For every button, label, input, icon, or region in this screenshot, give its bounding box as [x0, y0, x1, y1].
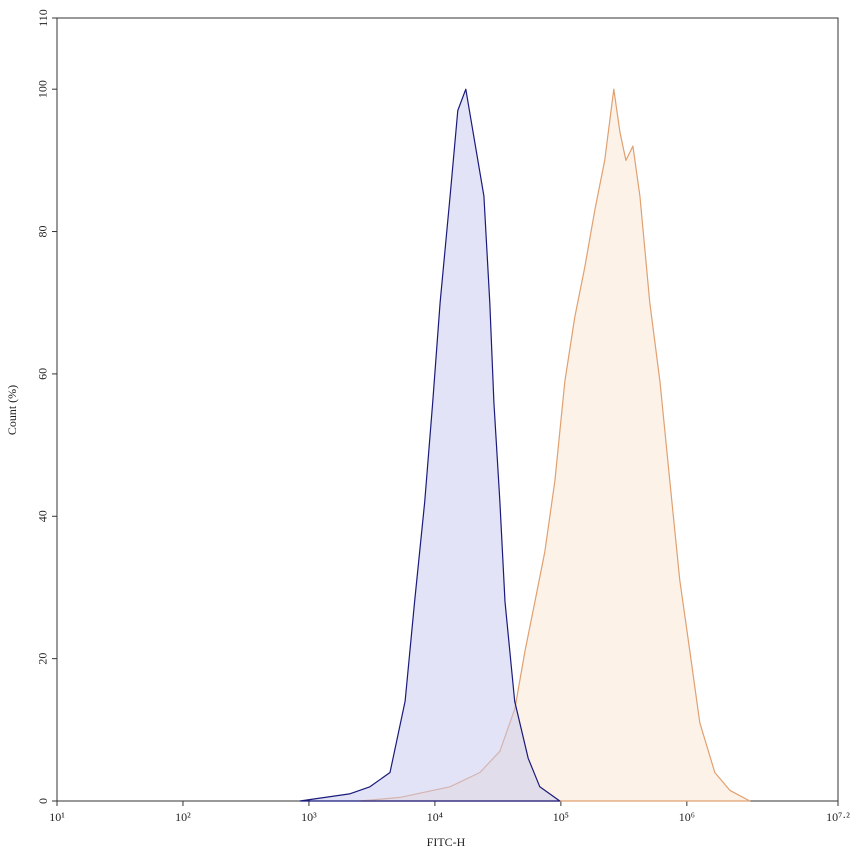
y-tick-label: 100	[36, 80, 50, 98]
y-tick-label: 80	[36, 226, 50, 238]
x-tick-label: 10³	[301, 810, 317, 824]
x-tick-label: 10⁷·²	[826, 810, 850, 824]
x-tick-label: 10⁴	[427, 810, 443, 824]
y-tick-label: 40	[36, 510, 50, 522]
histogram-curve	[299, 88, 561, 802]
x-tick-label: 10⁶	[679, 810, 695, 824]
x-axis-label: FITC-H	[427, 835, 466, 849]
y-tick-label: 110	[36, 9, 50, 27]
x-tick-label: 10⁵	[553, 810, 569, 824]
y-tick-label: 60	[36, 368, 50, 380]
x-tick-label: 10²	[175, 810, 191, 824]
x-tick-label: 10¹	[49, 810, 65, 824]
y-tick-label: 0	[36, 798, 50, 804]
y-axis-label: Count (%)	[5, 385, 19, 435]
y-tick-label: 20	[36, 653, 50, 665]
